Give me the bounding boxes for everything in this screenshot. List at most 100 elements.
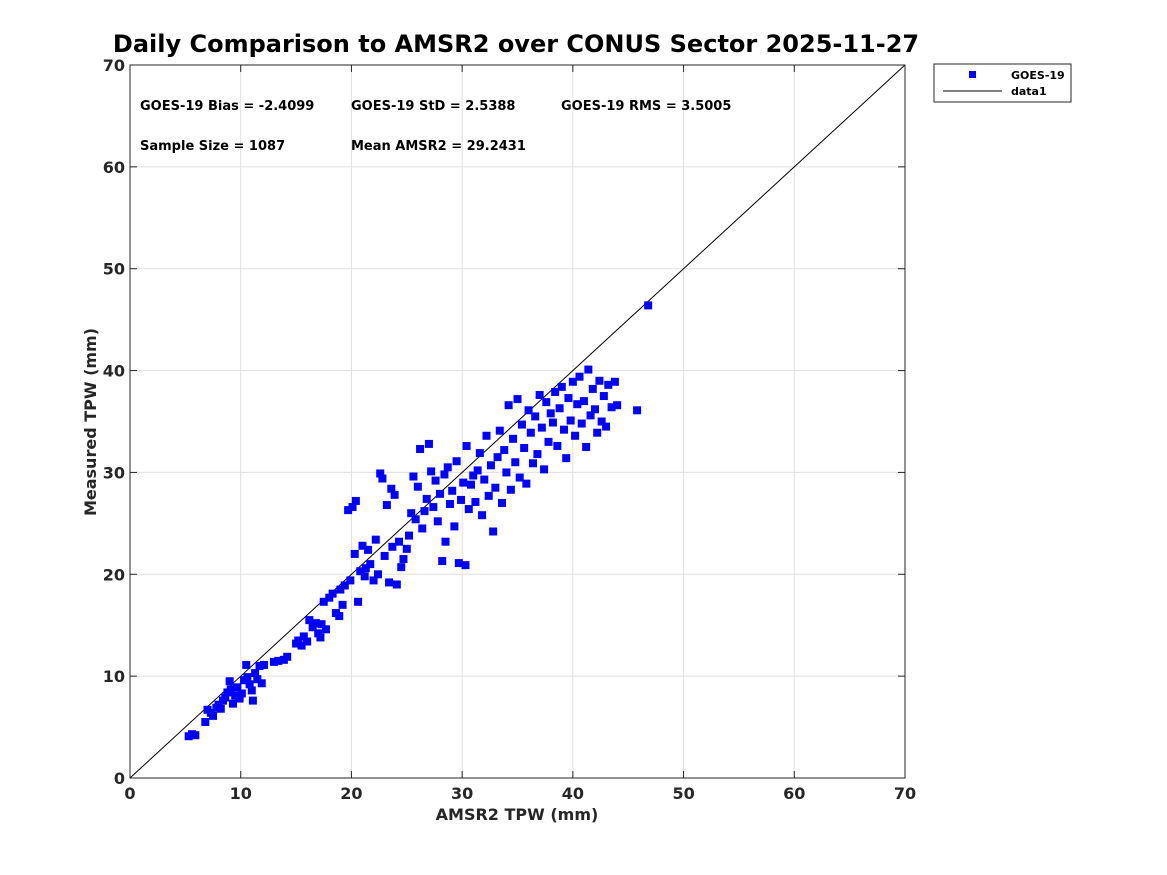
x-tick-label: 60 — [783, 784, 805, 803]
data-point — [459, 478, 468, 487]
data-point — [441, 537, 450, 546]
data-point — [568, 377, 577, 386]
data-point — [586, 411, 595, 420]
data-point — [526, 428, 535, 437]
data-point — [553, 441, 562, 450]
data-point — [597, 417, 606, 426]
data-points-layer — [184, 301, 653, 741]
data-point — [595, 376, 604, 385]
data-point — [269, 657, 278, 666]
x-axis-label: AMSR2 TPW (mm) — [436, 805, 599, 824]
y-tick-label: 40 — [103, 362, 125, 381]
y-tick-label: 10 — [103, 667, 125, 686]
data-point — [243, 673, 252, 682]
data-point — [560, 425, 568, 434]
data-point — [344, 506, 353, 515]
data-point — [348, 503, 357, 512]
data-point — [221, 693, 230, 702]
data-point — [548, 418, 557, 427]
data-point — [216, 704, 225, 713]
data-point — [610, 377, 619, 386]
x-tick-label: 20 — [340, 784, 362, 803]
data-point — [551, 387, 560, 396]
data-point — [366, 560, 375, 569]
data-point — [399, 555, 408, 564]
stats-annotations: GOES-19 Bias = -2.4099 GOES-19 StD = 2.53… — [140, 99, 731, 154]
data-point — [493, 453, 502, 462]
data-point — [382, 501, 391, 510]
data-point — [303, 637, 312, 646]
data-point — [475, 449, 484, 458]
data-point — [440, 470, 449, 479]
data-point — [283, 652, 292, 661]
data-point — [579, 397, 588, 406]
data-point — [584, 365, 593, 374]
data-point — [562, 454, 571, 463]
data-point — [604, 380, 613, 389]
data-point — [388, 542, 397, 551]
data-point — [422, 494, 431, 503]
data-point — [445, 500, 454, 509]
data-point — [555, 404, 564, 413]
data-point — [573, 400, 582, 409]
data-point — [378, 474, 387, 483]
data-point — [402, 544, 411, 553]
data-point — [473, 466, 482, 475]
data-point — [542, 398, 551, 407]
data-point — [255, 661, 264, 670]
data-point — [486, 461, 495, 470]
data-point — [385, 578, 394, 587]
data-point — [418, 524, 427, 533]
data-point — [325, 593, 334, 602]
data-point — [644, 301, 653, 310]
stat-annotation: Mean AMSR2 = 29.2431 — [351, 139, 526, 154]
data-point — [613, 401, 622, 410]
data-point — [582, 442, 591, 451]
data-point — [413, 482, 422, 491]
stat-annotation: GOES-19 StD = 2.5388 — [351, 99, 515, 114]
data-point — [201, 717, 210, 726]
data-point — [371, 535, 380, 544]
data-point — [448, 486, 457, 495]
data-point — [511, 458, 520, 467]
tick-layer: 0 10 20 30 40 50 60 70 0 10 20 30 40 50 60 70 — [103, 56, 916, 803]
data-point — [557, 382, 566, 391]
data-point — [461, 561, 470, 570]
data-point — [364, 545, 373, 554]
data-point — [588, 384, 597, 393]
data-point — [328, 589, 337, 598]
data-point — [566, 416, 575, 425]
y-tick-label: 0 — [114, 769, 125, 788]
stat-annotation: GOES-19 Bias = -2.4099 — [140, 99, 314, 114]
data-point — [429, 503, 438, 512]
data-point — [602, 422, 611, 431]
data-point — [420, 507, 429, 516]
data-point — [308, 623, 317, 632]
data-point — [235, 694, 244, 703]
data-point — [242, 660, 251, 669]
data-point — [336, 585, 345, 594]
data-point — [335, 612, 344, 621]
x-tick-label: 70 — [894, 784, 916, 803]
data-point — [346, 576, 355, 585]
data-point — [524, 406, 533, 415]
data-point — [452, 457, 461, 466]
data-point — [297, 641, 306, 650]
data-point — [484, 491, 493, 500]
y-axis-label: Measured TPW (mm) — [81, 328, 100, 516]
data-point — [509, 434, 518, 443]
data-point — [433, 517, 442, 526]
data-point — [257, 679, 266, 688]
data-point — [407, 509, 416, 518]
data-point — [228, 699, 237, 708]
data-point — [533, 450, 542, 459]
plot-frame — [129, 64, 906, 779]
data-point — [546, 409, 555, 418]
y-tick-label: 20 — [103, 565, 125, 584]
data-point — [374, 570, 382, 579]
data-point — [361, 564, 370, 573]
data-point — [253, 675, 262, 684]
data-point — [431, 476, 440, 485]
